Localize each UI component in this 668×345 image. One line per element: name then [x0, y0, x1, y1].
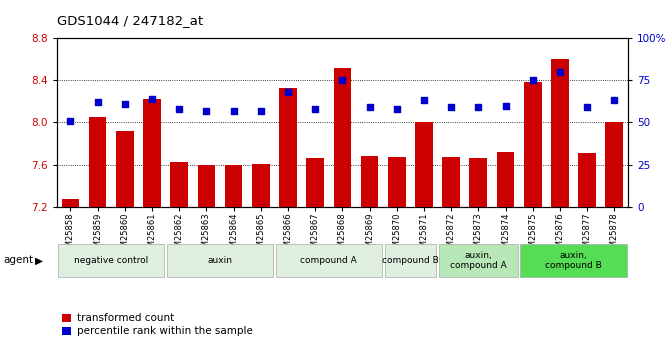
- Bar: [170, 161, 188, 207]
- Bar: [497, 152, 514, 207]
- Bar: [605, 122, 623, 207]
- Bar: [524, 82, 542, 207]
- Text: GDS1044 / 247182_at: GDS1044 / 247182_at: [57, 14, 203, 27]
- Point: [228, 108, 239, 114]
- Point: [310, 106, 321, 112]
- Text: auxin,
compound B: auxin, compound B: [545, 251, 602, 270]
- Bar: [167, 244, 273, 277]
- Point: [283, 89, 293, 95]
- Point: [337, 77, 347, 83]
- Point: [473, 105, 484, 110]
- Point: [65, 118, 75, 124]
- Bar: [224, 165, 242, 207]
- Point: [446, 105, 456, 110]
- Bar: [439, 244, 518, 277]
- Point: [528, 77, 538, 83]
- Point: [255, 108, 266, 114]
- Bar: [89, 117, 106, 207]
- Bar: [388, 157, 405, 207]
- Point: [500, 103, 511, 108]
- Bar: [61, 198, 79, 207]
- Point: [391, 106, 402, 112]
- Bar: [578, 153, 596, 207]
- Point: [120, 101, 130, 107]
- Point: [174, 106, 184, 112]
- Text: compound B: compound B: [382, 256, 439, 265]
- Bar: [198, 165, 215, 207]
- Bar: [279, 88, 297, 207]
- Point: [364, 105, 375, 110]
- Text: compound A: compound A: [301, 256, 357, 265]
- Point: [554, 69, 565, 75]
- Text: agent: agent: [3, 256, 33, 265]
- Text: negative control: negative control: [74, 256, 148, 265]
- Bar: [415, 122, 433, 207]
- Bar: [307, 158, 324, 207]
- Point: [582, 105, 593, 110]
- Bar: [551, 59, 568, 207]
- Text: auxin,
compound A: auxin, compound A: [450, 251, 507, 270]
- Point: [419, 98, 430, 103]
- Point: [92, 99, 103, 105]
- Bar: [252, 164, 270, 207]
- Text: auxin: auxin: [208, 256, 232, 265]
- Bar: [470, 158, 487, 207]
- Bar: [520, 244, 627, 277]
- Bar: [143, 99, 161, 207]
- Point: [147, 96, 158, 101]
- Bar: [276, 244, 382, 277]
- Point: [201, 108, 212, 114]
- Bar: [116, 131, 134, 207]
- Bar: [58, 244, 164, 277]
- Legend: transformed count, percentile rank within the sample: transformed count, percentile rank withi…: [62, 313, 253, 336]
- Bar: [333, 68, 351, 207]
- Bar: [361, 156, 378, 207]
- Bar: [442, 157, 460, 207]
- Bar: [385, 244, 436, 277]
- Text: ▶: ▶: [35, 256, 43, 265]
- Point: [609, 98, 620, 103]
